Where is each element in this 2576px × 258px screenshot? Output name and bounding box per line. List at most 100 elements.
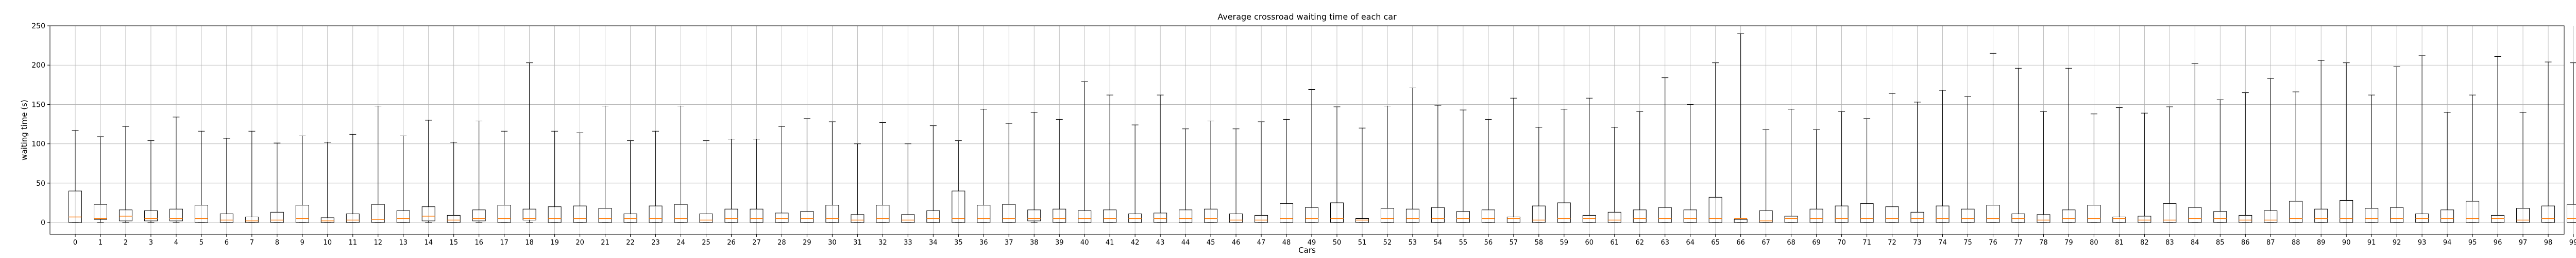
x-tick-label: 16	[474, 239, 483, 247]
box-car-23	[649, 131, 663, 223]
iqr-box	[93, 204, 107, 220]
iqr-box	[1936, 205, 1950, 223]
box-car-71	[1860, 118, 1874, 223]
x-tick-label: 75	[1963, 239, 1972, 247]
box-car-29	[800, 118, 814, 223]
box-car-90	[2340, 62, 2353, 223]
x-tick-label: 74	[1938, 239, 1947, 247]
x-tick-label: 86	[2241, 239, 2250, 247]
box-car-79	[2062, 68, 2076, 223]
box-car-0	[69, 130, 82, 223]
x-tick-label: 38	[1030, 239, 1039, 247]
box-car-19	[548, 131, 562, 223]
box-car-21	[598, 106, 612, 223]
x-tick-label: 47	[1257, 239, 1266, 247]
box-car-57	[1506, 98, 1520, 223]
box-car-17	[497, 131, 511, 223]
box-car-38	[1027, 112, 1041, 223]
x-tick-label: 68	[1787, 239, 1795, 247]
iqr-box	[2188, 207, 2202, 223]
iqr-box	[573, 205, 587, 223]
box-car-5	[194, 131, 208, 223]
iqr-box	[270, 212, 284, 223]
iqr-box	[320, 217, 334, 223]
iqr-box	[1128, 213, 1142, 223]
iqr-box	[1078, 210, 1092, 223]
iqr-box	[497, 205, 511, 223]
box-car-3	[144, 140, 158, 223]
iqr-box	[2037, 214, 2050, 223]
x-tick-label: 93	[2418, 239, 2427, 247]
iqr-box	[1860, 203, 1874, 223]
iqr-box	[1431, 207, 1445, 223]
box-car-25	[699, 140, 713, 223]
x-tick-label: 31	[853, 239, 862, 247]
iqr-box	[1229, 213, 1243, 223]
iqr-box	[2541, 205, 2555, 223]
x-tick-label: 25	[702, 239, 710, 247]
x-tick-label: 53	[1409, 239, 1417, 247]
iqr-box	[876, 205, 890, 223]
box-car-54	[1431, 105, 1445, 223]
y-tick-label: 50	[36, 180, 45, 188]
iqr-box	[295, 205, 309, 223]
box-car-70	[1835, 111, 1849, 223]
x-tick-label: 43	[1156, 239, 1165, 247]
x-tick-label: 90	[2342, 239, 2351, 247]
iqr-box	[1961, 208, 1975, 223]
box-car-94	[2441, 112, 2454, 223]
x-tick-label: 65	[1711, 239, 1720, 247]
iqr-box	[472, 209, 486, 221]
box-series	[69, 33, 2576, 223]
box-car-67	[1759, 129, 1773, 223]
box-car-80	[2087, 114, 2101, 223]
iqr-box	[2466, 201, 2480, 223]
x-tick-label: 97	[2519, 239, 2528, 247]
iqr-box	[2138, 216, 2151, 223]
x-tick-label: 40	[1080, 239, 1089, 247]
iqr-box	[699, 213, 713, 223]
y-tick-label: 250	[31, 22, 45, 30]
x-tick-label: 85	[2216, 239, 2225, 247]
iqr-box	[219, 213, 233, 223]
iqr-box	[2264, 210, 2278, 223]
box-car-92	[2390, 66, 2404, 223]
box-car-83	[2163, 106, 2177, 223]
box-car-13	[396, 135, 410, 223]
iqr-box	[1759, 210, 1773, 223]
box-car-18	[522, 62, 536, 223]
box-car-56	[1481, 119, 1495, 223]
box-car-82	[2138, 112, 2151, 223]
iqr-box	[851, 214, 865, 223]
x-tick-label: 51	[1358, 239, 1367, 247]
x-axis-ticks: 0 1 2 3 4 5 6 7 8 9 10 11 12 13 14 15 16 17 18 19 20 21 22 23 24…	[73, 234, 2576, 247]
iqr-box	[1986, 205, 2000, 223]
box-car-61	[1607, 127, 1621, 223]
iqr-box	[1885, 206, 1899, 223]
iqr-box	[1305, 207, 1319, 223]
x-tick-label: 99	[2569, 239, 2576, 247]
box-car-28	[775, 126, 789, 223]
box-car-2	[118, 126, 132, 223]
box-car-86	[2239, 92, 2252, 223]
x-tick-label: 35	[954, 239, 963, 247]
x-tick-label: 82	[2140, 239, 2149, 247]
x-tick-label: 37	[1005, 239, 1013, 247]
box-car-24	[674, 106, 688, 223]
x-tick-label: 96	[2494, 239, 2502, 247]
iqr-box	[2516, 208, 2530, 223]
iqr-box	[623, 213, 637, 223]
x-tick-label: 42	[1131, 239, 1140, 247]
iqr-box	[2365, 208, 2379, 223]
iqr-box	[1405, 208, 1419, 223]
iqr-box	[1784, 216, 1798, 223]
box-car-15	[447, 142, 461, 223]
iqr-box	[1179, 209, 1193, 223]
x-tick-label: 27	[752, 239, 761, 247]
iqr-box	[1582, 215, 1596, 223]
box-car-48	[1280, 119, 1294, 223]
box-car-27	[750, 139, 764, 223]
box-car-55	[1456, 109, 1470, 223]
y-axis-ticks: 0 50 100 150 200 250	[31, 22, 50, 227]
